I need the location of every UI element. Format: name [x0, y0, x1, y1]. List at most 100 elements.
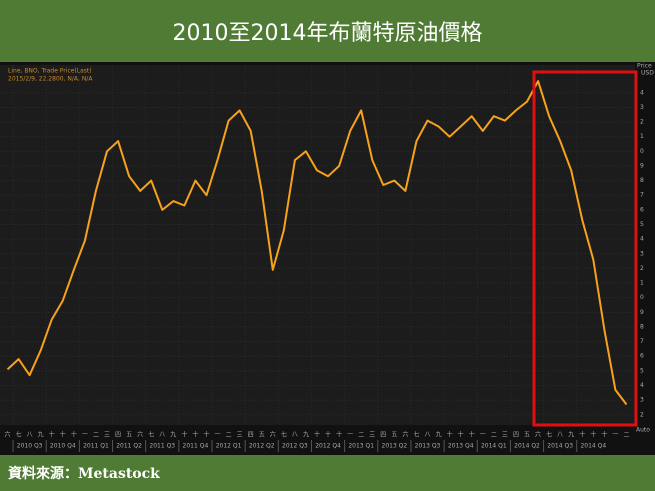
x-tick-label: 二 — [93, 432, 99, 439]
x-quarter-label: 2012 Q1 — [216, 443, 242, 450]
x-tick-label: 十 — [203, 431, 209, 439]
x-tick-label: 一 — [82, 432, 88, 439]
x-tick-label: 十 — [336, 431, 342, 439]
x-tick-label: 十 — [458, 431, 464, 439]
x-quarter-label: 2014 Q4 — [580, 443, 606, 450]
legend-line: 2015/2/9, 22.2800, N/A, N/A — [8, 76, 93, 83]
title: 2010至2014年布蘭特原油價格 — [0, 0, 655, 62]
x-tick-label: 八 — [159, 432, 165, 439]
x-quarter-label: 2013 Q3 — [415, 443, 441, 450]
x-tick-label: 十 — [192, 431, 198, 439]
x-tick-label: 八 — [557, 432, 563, 439]
x-tick-label: 八 — [27, 432, 33, 439]
x-quarter-label: 2013 Q1 — [348, 443, 374, 450]
x-tick-label: 十 — [71, 431, 77, 439]
x-tick-label: 十 — [579, 431, 585, 439]
x-tick-label: 一 — [215, 432, 221, 439]
x-tick-label: 八 — [292, 432, 298, 439]
chart: Line, BNO, Trade Price(Last) 2015/2/9, 2… — [0, 62, 655, 455]
y-tick-label: 6 — [640, 353, 644, 360]
x-quarter-label: 2011 Q2 — [116, 443, 142, 450]
x-tick-label: 六 — [137, 431, 143, 439]
y-tick-label: 2 — [640, 411, 644, 418]
x-tick-label: 一 — [612, 432, 618, 439]
x-tick-label: 九 — [303, 431, 309, 439]
x-tick-label: 六 — [402, 431, 408, 439]
x-tick-label: 十 — [60, 431, 66, 439]
x-quarter-label: 2012 Q2 — [249, 443, 275, 450]
x-tick-label: 四 — [248, 432, 254, 439]
y-tick-label: 9 — [640, 309, 644, 316]
x-tick-label: 十 — [447, 431, 453, 439]
x-tick-label: 十 — [49, 431, 55, 439]
y-tick-label: 6 — [640, 206, 644, 213]
x-tick-label: 六 — [535, 431, 541, 439]
x-tick-label: 二 — [226, 432, 232, 439]
y-tick-label: 0 — [640, 148, 644, 155]
x-tick-label: 十 — [314, 431, 320, 439]
plot-area — [0, 65, 635, 425]
x-tick-label: 六 — [270, 431, 276, 439]
x-quarter-label: 2012 Q3 — [282, 443, 308, 450]
x-tick-label: 五 — [391, 432, 397, 439]
x-tick-label: 九 — [170, 431, 176, 439]
x-tick-label: 一 — [347, 432, 353, 439]
y-tick-label: 1 — [640, 133, 644, 140]
x-tick-label: 六 — [5, 431, 11, 439]
x-tick-label: 八 — [425, 432, 431, 439]
x-tick-label: 四 — [513, 432, 519, 439]
y-tick-label: 4 — [640, 382, 644, 389]
x-quarter-label: 2012 Q4 — [315, 443, 341, 450]
x-tick-label: 三 — [104, 432, 110, 439]
x-tick-label: 十 — [325, 431, 331, 439]
x-tick-label: 三 — [502, 432, 508, 439]
x-tick-label: 二 — [623, 432, 629, 439]
x-tick-label: 五 — [259, 432, 265, 439]
x-tick-label: 十 — [601, 431, 607, 439]
corner-label: Auto — [636, 427, 650, 434]
y-tick-label: 1 — [640, 280, 644, 287]
y-tick-label: 2 — [640, 265, 644, 272]
y-tick-label: 7 — [640, 338, 644, 345]
x-quarter-label: 2014 Q2 — [514, 443, 540, 450]
x-quarter-label: 2013 Q2 — [382, 443, 408, 450]
source: 資料來源：Metastock — [0, 455, 655, 491]
x-tick-label: 九 — [568, 431, 574, 439]
y-tick-label: 9 — [640, 162, 644, 169]
x-quarter-label: 2010 Q3 — [17, 443, 43, 450]
y-tick-label: 0 — [640, 294, 644, 301]
x-quarter-label: 2014 Q1 — [481, 443, 507, 450]
x-tick-label: 九 — [436, 431, 442, 439]
y-tick-label: 3 — [640, 397, 644, 404]
x-tick-label: 一 — [480, 432, 486, 439]
x-tick-label: 七 — [16, 431, 22, 439]
x-quarter-label: 2011 Q4 — [183, 443, 209, 450]
x-tick-label: 五 — [524, 432, 530, 439]
y-tick-label: 3 — [640, 250, 644, 257]
y-tick-label: 8 — [640, 177, 644, 184]
axis-unit: USD — [641, 70, 654, 77]
x-quarter-label: 2011 Q1 — [83, 443, 109, 450]
x-tick-label: 七 — [546, 431, 552, 439]
y-tick-label: 5 — [640, 367, 644, 374]
x-quarter-label: 2011 Q3 — [149, 443, 175, 450]
x-tick-label: 十 — [181, 431, 187, 439]
x-tick-label: 四 — [380, 432, 386, 439]
x-tick-label: 七 — [148, 431, 154, 439]
axis-title: Price — [637, 63, 652, 70]
x-tick-label: 四 — [115, 432, 121, 439]
x-quarter-label: 2013 Q4 — [448, 443, 474, 450]
legend-line: Line, BNO, Trade Price(Last) — [8, 68, 92, 75]
price-line — [6, 80, 628, 406]
x-tick-label: 二 — [491, 432, 497, 439]
highlight-box — [532, 70, 638, 427]
y-tick-label: 3 — [640, 104, 644, 111]
x-quarter-label: 2010 Q4 — [50, 443, 76, 450]
x-tick-label: 五 — [126, 432, 132, 439]
x-tick-label: 十 — [590, 431, 596, 439]
x-tick-label: 三 — [369, 432, 375, 439]
y-tick-label: 8 — [640, 323, 644, 330]
x-tick-label: 七 — [281, 431, 287, 439]
x-tick-label: 三 — [237, 432, 243, 439]
